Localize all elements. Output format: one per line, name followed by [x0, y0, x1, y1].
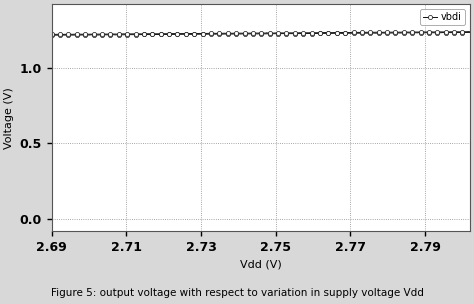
vbdi [467, 31, 473, 34]
Text: Figure 5: output voltage with respect to variation in supply voltage Vdd: Figure 5: output voltage with respect to… [51, 288, 423, 298]
vbdi [352, 31, 357, 35]
vbdi [56, 33, 62, 37]
vbdi [466, 31, 472, 34]
vbdi [354, 31, 359, 35]
Y-axis label: Voltage (V): Voltage (V) [4, 87, 14, 149]
X-axis label: Vdd (V): Vdd (V) [240, 259, 282, 269]
Legend: vbdi: vbdi [420, 9, 465, 25]
vbdi [100, 33, 106, 37]
vbdi [186, 33, 192, 36]
vbdi [49, 33, 55, 37]
Line: vbdi: vbdi [50, 30, 472, 37]
vbdi [216, 32, 221, 36]
vbdi [313, 32, 319, 35]
